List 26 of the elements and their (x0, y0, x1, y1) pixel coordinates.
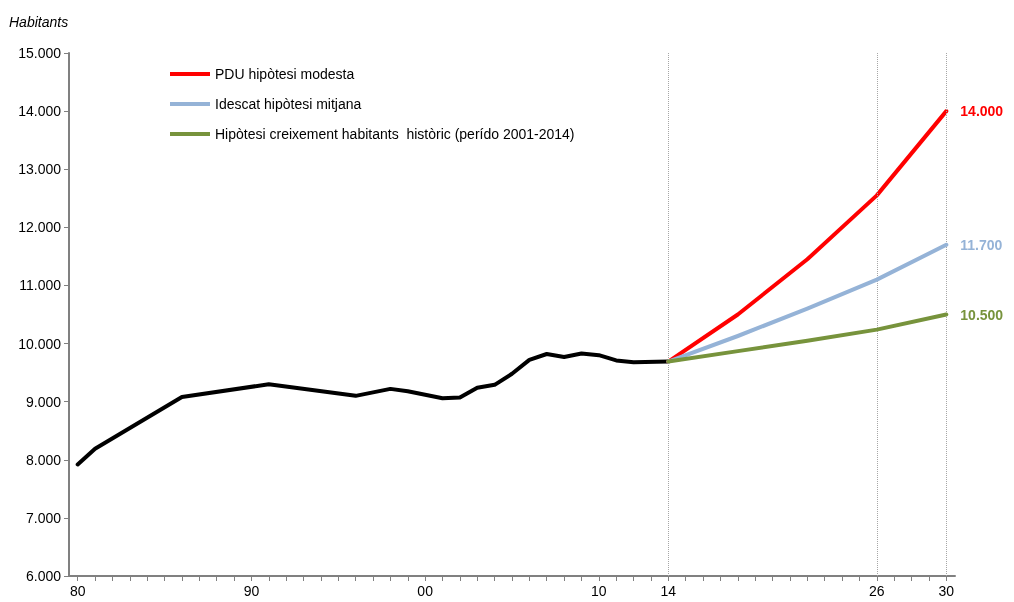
y-tick-label: 6.000 (25, 568, 62, 584)
x-tick-label: 90 (243, 583, 260, 599)
x-tick-label: 14 (660, 583, 677, 599)
x-tick-label: 10 (591, 583, 607, 599)
y-tick-label: 13.000 (18, 161, 62, 178)
legend-label: Idescat hipòtesi mitjana (215, 96, 362, 112)
y-tick-label: 7.000 (25, 509, 62, 526)
data-label: 14.000 (960, 103, 1004, 120)
line-series (666, 312, 949, 364)
x-tick-label: 00 (417, 583, 434, 599)
x-tick-label: 80 (69, 583, 86, 599)
data-label: 10.500 (960, 306, 1004, 323)
y-axis-title: Habitants (9, 14, 69, 30)
y-tick-label: 14.000 (18, 103, 62, 120)
x-tick-label: 30 (938, 583, 955, 599)
x-tick-label: 26 (869, 583, 885, 599)
y-tick-label: 10.000 (18, 335, 62, 352)
legend-label: Hipòtesi creixement habitants històric (perído 2001-2014) (215, 126, 575, 142)
y-tick-label: 8.000 (25, 451, 62, 468)
legend-label: PDU hipòtesi modesta (215, 66, 355, 82)
y-tick-label: 15.000 (18, 45, 62, 61)
y-tick-label: 9.000 (25, 393, 62, 410)
y-tick-label: 12.000 (18, 219, 62, 236)
line-series (75, 351, 671, 467)
data-label: 11.700 (960, 236, 1003, 253)
y-tick-label: 11.000 (19, 277, 62, 294)
